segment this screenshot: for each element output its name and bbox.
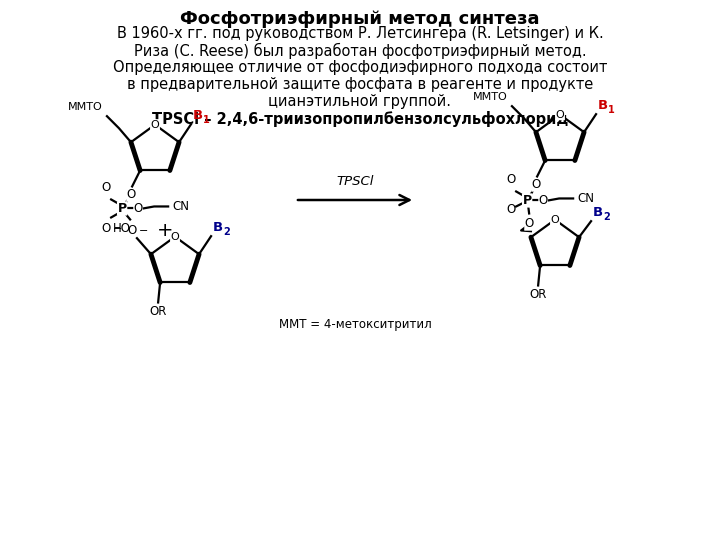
Text: O: O — [551, 215, 559, 225]
Text: 1: 1 — [203, 115, 210, 125]
Text: CN: CN — [172, 200, 189, 213]
Text: TPSCl – 2,4,6-триизопропилбензолсульфохлорид: TPSCl – 2,4,6-триизопропилбензолсульфохл… — [152, 111, 568, 127]
Text: в предварительной защите фосфата в реагенте и продукте: в предварительной защите фосфата в реаге… — [127, 77, 593, 92]
Text: TPSCl: TPSCl — [336, 175, 374, 188]
Text: O: O — [102, 181, 111, 194]
Text: P: P — [117, 202, 127, 215]
Text: −: − — [113, 225, 122, 234]
Text: В 1960-х гг. под руководством Р. Летсингера (R. Letsinger) и К.: В 1960-х гг. под руководством Р. Летсинг… — [117, 26, 603, 41]
Text: Фосфотриэфирный метод синтеза: Фосфотриэфирный метод синтеза — [180, 10, 540, 28]
Text: O: O — [171, 232, 179, 242]
Text: B: B — [193, 109, 203, 122]
Text: O: O — [506, 203, 516, 216]
Text: OR: OR — [529, 288, 546, 301]
Text: −: − — [139, 226, 148, 237]
Text: O: O — [127, 188, 136, 201]
Text: MMTO: MMTO — [68, 102, 103, 112]
Text: CN: CN — [577, 192, 594, 205]
Text: +: + — [157, 220, 174, 240]
Text: 2: 2 — [603, 212, 610, 222]
Text: O: O — [133, 202, 143, 215]
Text: 1: 1 — [608, 105, 615, 115]
Text: OR: OR — [150, 306, 167, 319]
Text: цианэтильной группой.: цианэтильной группой. — [269, 94, 451, 109]
Text: Определяющее отличие от фосфодиэфирного подхода состоит: Определяющее отличие от фосфодиэфирного … — [113, 60, 607, 75]
Text: B: B — [598, 99, 608, 112]
Text: O: O — [539, 194, 548, 207]
Text: HO: HO — [113, 222, 131, 235]
Text: O: O — [127, 225, 137, 238]
Text: B: B — [213, 221, 223, 234]
Text: MMT = 4-метокситритил: MMT = 4-метокситритил — [279, 318, 431, 331]
Text: O: O — [531, 178, 541, 192]
Text: 2: 2 — [223, 227, 230, 237]
Text: O: O — [556, 110, 564, 120]
Text: O: O — [102, 222, 111, 235]
Text: B: B — [593, 206, 603, 219]
Text: P: P — [523, 194, 531, 207]
Text: MMTO: MMTO — [473, 92, 508, 102]
Text: O: O — [524, 218, 534, 231]
Text: O: O — [150, 120, 159, 130]
Text: Риза (С. Reese) был разработан фосфотриэфирный метод.: Риза (С. Reese) был разработан фосфотриэ… — [134, 43, 586, 59]
Text: O: O — [506, 173, 516, 186]
